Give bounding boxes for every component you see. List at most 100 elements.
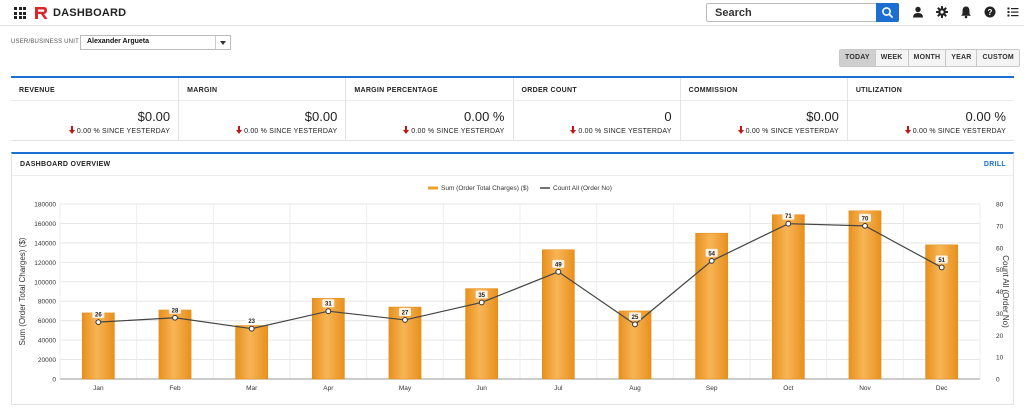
bar-nov	[848, 210, 882, 380]
y2-tick-label: 60	[996, 245, 1004, 252]
line-point	[325, 308, 332, 315]
kpi-card-utilization[interactable]: UTILIZATION 0.00 % 0.00 % SINCE YESTERDAY	[846, 78, 1014, 141]
range-button-today[interactable]: TODAY	[840, 50, 876, 66]
search-box	[706, 3, 899, 22]
business-unit-label: USER/BUSINESS UNIT	[11, 39, 79, 45]
data-label: 23	[248, 319, 255, 325]
kpi-change-text: 0.00 % SINCE YESTERDAY	[76, 128, 171, 135]
data-label-bg	[399, 307, 411, 316]
x-tick-label: Jun	[476, 385, 487, 392]
search-input[interactable]	[707, 4, 877, 21]
kpi-title: ORDER COUNT	[521, 87, 577, 94]
apps-grid-icon[interactable]	[14, 7, 26, 19]
kpi-change-text: 0.00 % SINCE YESTERDAY	[912, 128, 1006, 135]
arrow-down-icon	[403, 126, 410, 134]
kpi-card-order-count[interactable]: ORDER COUNT 0 0.00 % SINCE YESTERDAY	[512, 78, 680, 141]
x-tick-label: Nov	[859, 385, 871, 392]
settings-icon[interactable]	[935, 5, 949, 19]
divider	[847, 100, 1014, 101]
page-title: DASHBOARD	[53, 7, 127, 19]
data-label-bg	[782, 211, 795, 220]
business-unit-value: Alexander Argueta	[87, 38, 149, 45]
kpi-change: 0.00 % SINCE YESTERDAY	[68, 126, 171, 135]
bell-icon[interactable]	[959, 5, 973, 19]
data-label: 25	[632, 315, 639, 321]
kpi-row: REVENUE $0.00 0.00 % SINCE YESTERDAY MARGIN…	[11, 76, 1014, 141]
dashboard-overview-panel: DASHBOARD OVERVIEW DRILL 0 20000 40000 6000…	[11, 152, 1014, 405]
arrow-down-icon	[68, 126, 75, 134]
divider	[680, 100, 847, 101]
range-button-year[interactable]: YEAR	[946, 50, 978, 66]
y-tick-label: 80000	[38, 299, 56, 306]
data-label-bg	[859, 213, 871, 222]
line-point	[785, 220, 792, 227]
svg-text:?: ?	[988, 8, 993, 17]
y2-tick-label: 20	[996, 333, 1004, 340]
chevron-down-icon[interactable]	[215, 36, 230, 49]
data-label-bg	[245, 316, 258, 325]
drill-link[interactable]: DRILL	[983, 161, 1006, 168]
kpi-title: UTILIZATION	[855, 87, 903, 94]
list-icon[interactable]	[1006, 5, 1020, 19]
divider	[12, 175, 1013, 176]
data-label-bg	[935, 255, 948, 264]
search-button[interactable]	[876, 3, 899, 22]
time-range-group: TODAY WEEK MONTH YEAR CUSTOM	[839, 49, 1020, 67]
kpi-change-text: 0.00 % SINCE YESTERDAY	[411, 128, 505, 135]
x-tick-label: Jan	[93, 385, 104, 392]
business-unit-select[interactable]: Alexander Argueta	[80, 35, 231, 50]
kpi-change: 0.00 % SINCE YESTERDAY	[403, 126, 504, 135]
user-icon[interactable]	[911, 5, 925, 19]
line-point	[862, 222, 868, 229]
data-label: 71	[785, 214, 792, 220]
arrow-down-icon	[904, 126, 911, 134]
y-tick-label: 40000	[38, 338, 56, 345]
kpi-card-revenue[interactable]: REVENUE $0.00 0.00 % SINCE YESTERDAY	[11, 78, 179, 141]
line-point	[632, 321, 638, 328]
y2-tick-label: 30	[996, 311, 1004, 318]
line-point	[938, 264, 945, 271]
data-label-bg	[92, 310, 105, 319]
y-tick-label: 160000	[34, 221, 56, 228]
bar-sep	[695, 232, 729, 380]
x-tick-label: May	[399, 385, 412, 392]
line-point	[555, 268, 562, 275]
y-tick-label: 140000	[34, 240, 56, 247]
kpi-value: $0.00	[304, 109, 338, 124]
kpi-change-text: 0.00 % SINCE YESTERDAY	[578, 128, 672, 135]
top-bar: DASHBOARD ?	[0, 0, 1024, 26]
line-point	[95, 319, 102, 326]
divider	[513, 100, 680, 101]
kpi-change: 0.00 % SINCE YESTERDAY	[570, 126, 671, 135]
line-point	[478, 299, 485, 306]
kpi-card-margin[interactable]: MARGIN $0.00 0.00 % SINCE YESTERDAY	[178, 78, 346, 141]
y2-tick-label: 40	[996, 289, 1004, 296]
data-label: 28	[172, 308, 179, 314]
logo-icon[interactable]	[33, 5, 49, 21]
range-button-month[interactable]: MONTH	[908, 50, 947, 66]
y2-axis-label: Count All (Order No)	[1001, 255, 1010, 328]
data-label-bg	[322, 299, 335, 308]
kpi-title: MARGIN PERCENTAGE	[354, 87, 438, 94]
y2-tick-label: 0	[996, 377, 1000, 384]
help-icon[interactable]: ?	[983, 5, 997, 19]
arrow-down-icon	[236, 126, 243, 134]
kpi-change: 0.00 % SINCE YESTERDAY	[904, 126, 1006, 135]
legend-label: Sum (Order Total Charges) ($)	[441, 185, 529, 192]
bar-oct	[771, 214, 805, 380]
range-button-week[interactable]: WEEK	[875, 50, 909, 66]
divider	[346, 100, 513, 101]
legend-swatch-bar	[428, 186, 438, 190]
kpi-title: REVENUE	[19, 87, 55, 94]
count-series-line	[98, 223, 942, 330]
range-button-custom[interactable]: CUSTOM	[977, 50, 1019, 66]
kpi-card-commission[interactable]: COMMISSION $0.00 0.00 % SINCE YESTERDAY	[679, 78, 847, 141]
line-point	[172, 314, 178, 321]
kpi-change-text: 0.00 % SINCE YESTERDAY	[244, 128, 338, 135]
x-tick-label: Jul	[554, 385, 563, 392]
data-label: 31	[325, 302, 332, 308]
data-label: 27	[402, 310, 409, 316]
kpi-card-margin-percentage[interactable]: MARGIN PERCENTAGE 0.00 % 0.00 % SINCE YEST…	[345, 78, 513, 141]
kpi-title: COMMISSION	[688, 87, 738, 94]
x-tick-label: Oct	[783, 385, 793, 392]
